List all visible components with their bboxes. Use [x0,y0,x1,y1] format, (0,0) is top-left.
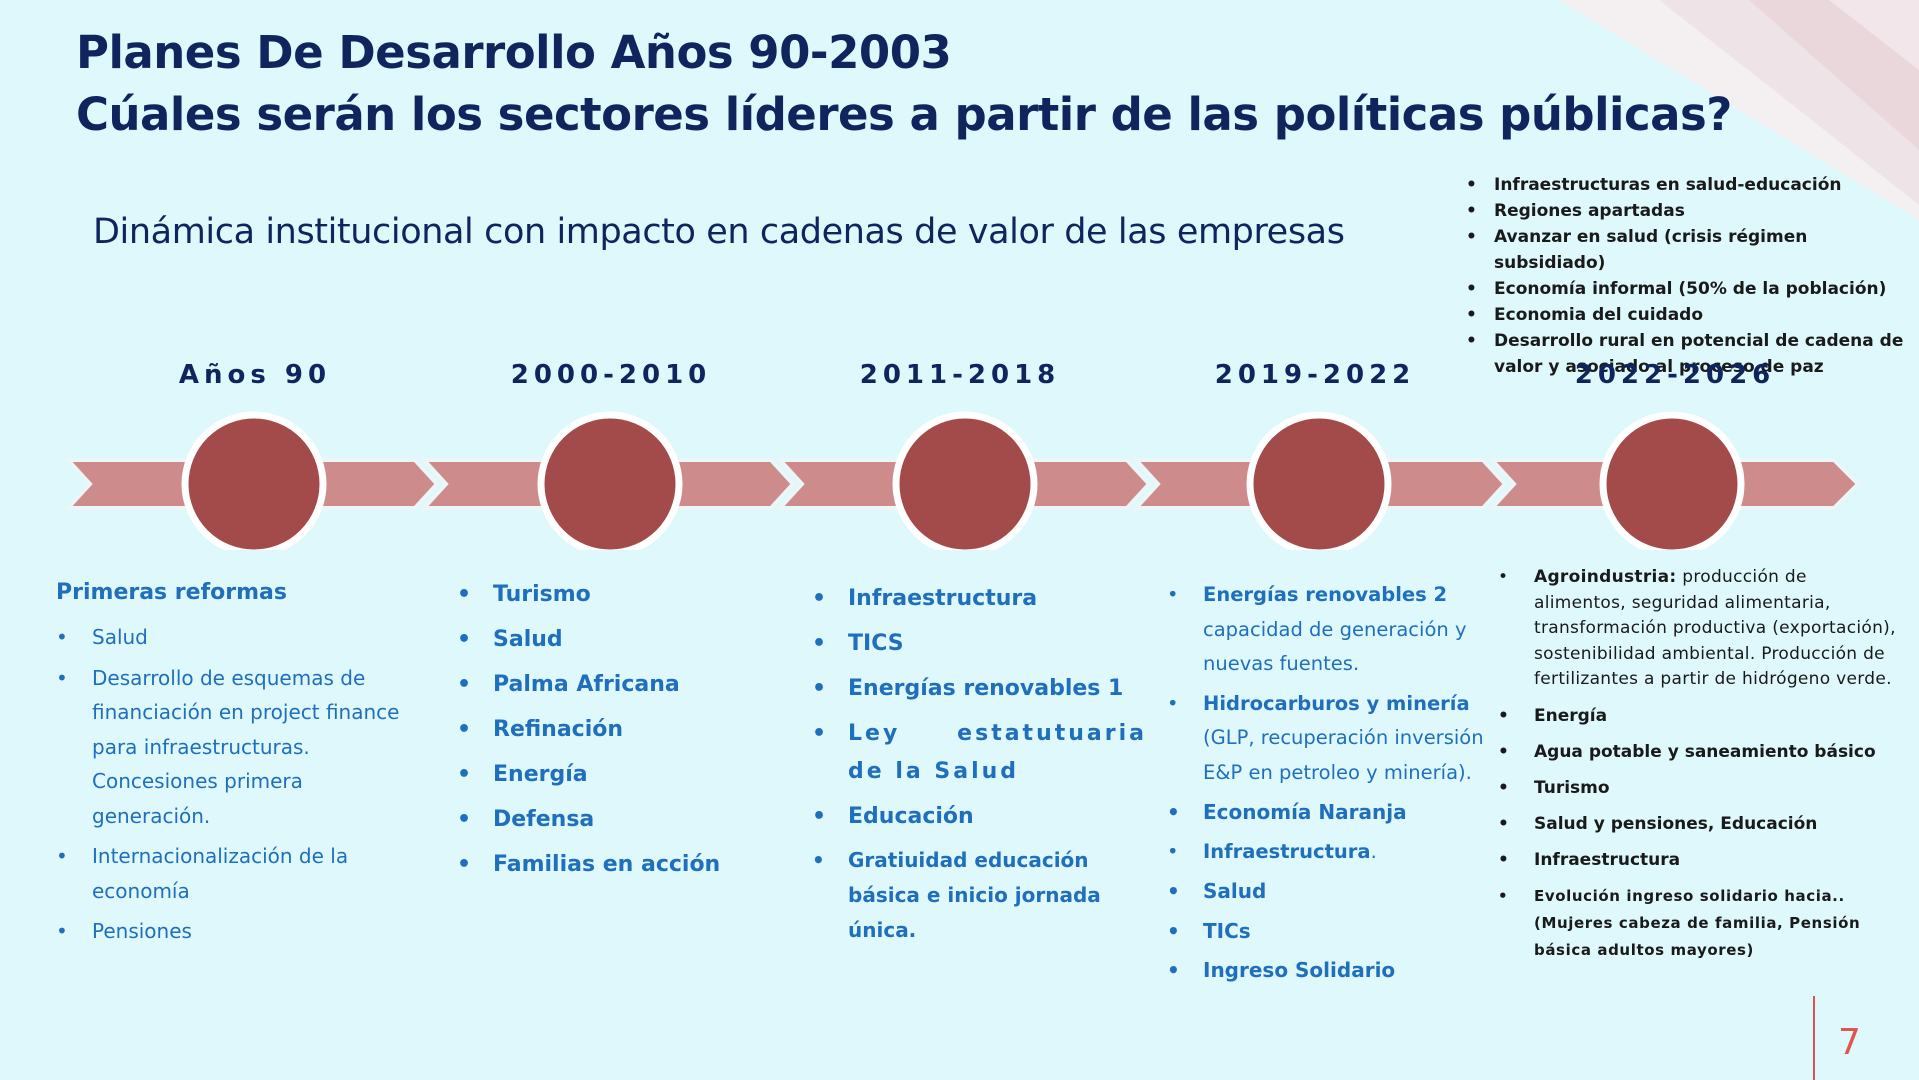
list-item: Defensa [457,805,777,835]
item-title: Energías renovables 2 [1203,583,1448,606]
list-item: Salud y pensiones, Educación [1498,811,1903,837]
list-item: Internacionalización de la economía [56,839,416,908]
column-2011-2018: Infraestructura TICS Energías renovables… [812,580,1147,955]
list-item: Refinación [457,715,777,745]
slide-subtitle: Dinámica institucional con impacto en ca… [93,212,1345,252]
slide-title: Planes De Desarrollo Años 90-2003 Cúales… [76,22,1732,146]
list-item: Economia del cuidado [1462,302,1912,328]
list-item: Ley estatutuaria de la Salud [812,715,1147,791]
title-line-2: Cúales serán los sectores líderes a part… [76,88,1732,141]
list-item: Infraestructura. [1167,835,1487,870]
list-item: Desarrollo rural en potencial de cadena … [1462,328,1912,380]
list-item: Turismo [1498,775,1903,801]
list-item: Salud [56,620,416,655]
timeline-node-5 [1599,411,1745,550]
top-notes-list: Infraestructuras en salud-educación Regi… [1462,172,1912,380]
item-title: Hidrocarburos y minería [1203,691,1470,715]
column-2022-2026: Agroindustria: producción de alimentos, … [1498,565,1903,974]
list-item: Pensiones [56,914,416,949]
corner-decoration [1559,0,1919,220]
list-item: Agua potable y saneamiento básico [1498,739,1903,765]
period-label-2: 2000-2010 [510,360,712,390]
timeline: Años 90 2000-2010 2011-2018 2019-2022 20… [0,360,1919,550]
item-title: Agroindustria: [1534,567,1677,587]
list-item: TICs [1167,914,1487,949]
list-item: Energías renovables 1 [812,670,1147,708]
period-label-3: 2011-2018 [859,360,1061,390]
timeline-node-2 [537,411,683,550]
item-text: . [1370,839,1377,863]
column-2000-2010: Turismo Salud Palma Africana Refinación … [457,580,777,895]
column-anos-90: Primeras reformas Salud Desarrollo de es… [56,580,416,955]
timeline-node-1 [181,411,327,550]
item-text: producción de alimentos, seguridad alime… [1534,567,1896,689]
column-heading: Primeras reformas [56,580,287,605]
list-item: Educación [812,798,1147,836]
list-item: Energía [457,760,777,790]
list-item: Palma Africana [457,670,777,700]
list-item: Infraestructura [1498,847,1903,873]
list-item: Salud [457,625,777,655]
list-item: Desarrollo de esquemas de financiación e… [56,661,416,834]
period-label-5: 2022-2026 [1574,360,1776,390]
column-2019-2022: Energías renovables 2 capacidad de gener… [1167,578,1487,993]
list-item: Regiones apartadas [1462,198,1912,224]
list-item: Infraestructura [812,580,1147,618]
list-item: Hidrocarburos y minería (GLP, recuperaci… [1167,687,1487,791]
timeline-arrow [63,411,1861,550]
page-number: 7 [1838,1022,1861,1063]
period-label-4: 2019-2022 [1214,360,1416,390]
list-item: Energías renovables 2 capacidad de gener… [1167,578,1487,682]
list-item: Salud [1167,874,1487,909]
list-item: Ingreso Solidario [1167,953,1487,988]
list-item: Gratiuidad educación básica e inicio jor… [812,843,1147,948]
list-item: Familias en acción [457,850,777,880]
list-item: Infraestructuras en salud-educación [1462,172,1912,198]
page-number-divider [1813,996,1815,1080]
list-item: Avanzar en salud (crisis régimen subsidi… [1462,224,1912,276]
list-item: Economía Naranja [1167,795,1487,830]
list-item: Agroindustria: producción de alimentos, … [1498,565,1903,693]
title-line-1: Planes De Desarrollo Años 90-2003 [76,26,952,79]
timeline-node-3 [892,411,1038,550]
list-item: Turismo [457,580,777,610]
item-text: (GLP, recuperación inversión E&P en petr… [1203,726,1484,784]
item-title: Infraestructura [1203,839,1371,863]
timeline-node-4 [1246,411,1392,550]
list-item: Evolución ingreso solidario hacia.. (Muj… [1498,883,1903,964]
list-item: TICS [812,625,1147,663]
period-label-1: Años 90 [178,360,332,390]
list-item: Economía informal (50% de la población) [1462,276,1912,302]
list-item: Energía [1498,703,1903,729]
item-text: capacidad de generación y nuevas fuentes… [1203,617,1467,676]
